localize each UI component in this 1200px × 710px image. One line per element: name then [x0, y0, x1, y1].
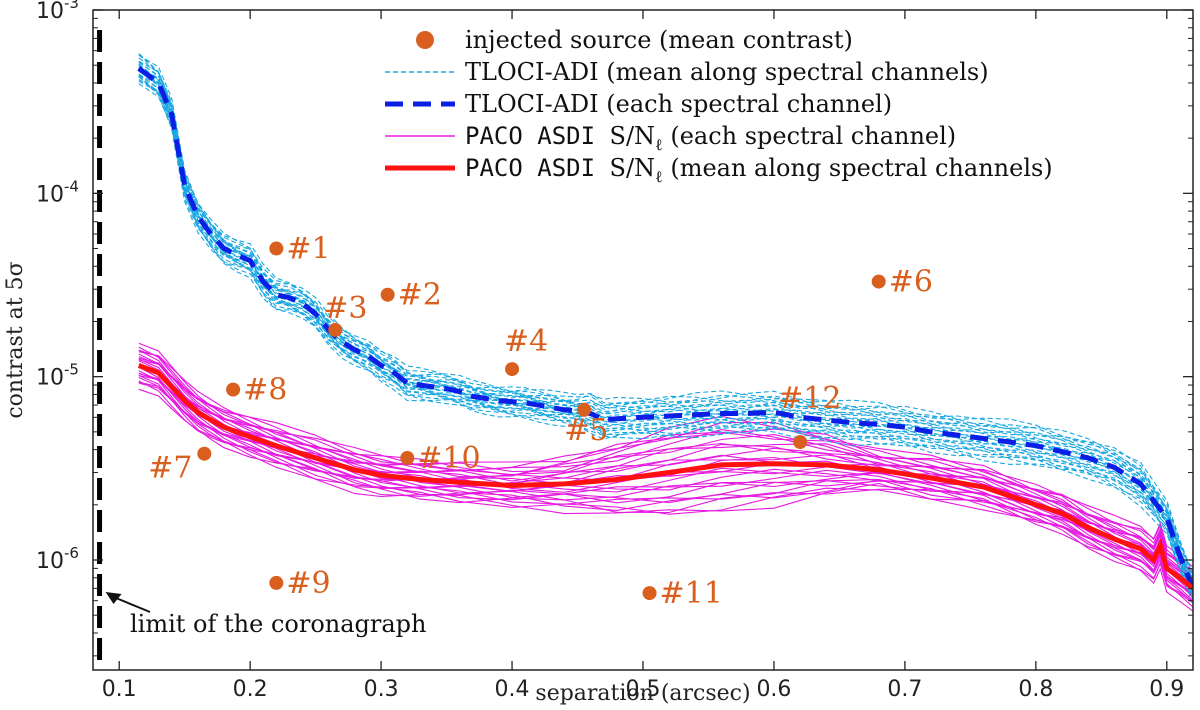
source-label: #8: [243, 373, 287, 408]
tloci-channel-line: [138, 70, 1193, 592]
paco-channel-line: [138, 366, 1193, 588]
axis-ticks: 0.1 0.2 0.3 0.4 0.5 0.6 0.7 0.8 0.9 10-3 10-4 10-5 1…: [36, 0, 1193, 702]
y-tick-label: 10-5: [36, 361, 79, 391]
y-tick-label: 10-3: [36, 0, 79, 24]
coronagraph-annotation: limit of the coronagraph: [105, 592, 427, 638]
x-tick-label: 0.8: [1018, 677, 1053, 702]
legend-label: TLOCI-ADI (mean along spectral channels): [465, 58, 989, 86]
legend-label: PACO ASDI S/Nℓ (mean along spectral chan…: [465, 154, 1053, 186]
paco-channel-line: [138, 356, 1193, 581]
source-marker: [328, 322, 343, 337]
x-tick-label: 0.3: [364, 677, 399, 702]
x-tick-label: 0.1: [102, 677, 137, 702]
legend-source-marker: [416, 31, 434, 49]
paco-channel-line: [138, 346, 1193, 575]
tloci-channel-line: [138, 53, 1193, 575]
annotation-text: limit of the coronagraph: [130, 610, 427, 638]
source-marker: [269, 575, 284, 590]
tloci-channel-line: [138, 73, 1193, 595]
x-tick-label: 0.4: [495, 677, 530, 702]
paco-channel-line: [138, 381, 1193, 602]
source-label: #3: [323, 291, 367, 326]
paco-channel-line: [138, 374, 1193, 595]
legend-label: injected source (mean contrast): [465, 26, 853, 54]
source-marker: [380, 287, 395, 302]
x-tick-label: 0.6: [756, 677, 791, 702]
y-tick-label: 10-6: [36, 544, 79, 574]
source-label: #11: [660, 576, 723, 611]
paco-channel-line: [138, 342, 1193, 568]
legend-background: [380, 20, 1180, 195]
source-label: #10: [417, 441, 480, 476]
x-tick-label: 0.2: [233, 677, 268, 702]
paco-channel-line: [138, 366, 1193, 595]
tloci-channel-line: [138, 79, 1193, 599]
legend-label: PACO ASDI S/Nℓ (each spectral channel): [465, 122, 956, 154]
source-marker: [197, 446, 212, 461]
y-tick-label: 10-4: [36, 177, 79, 207]
y-axis-title: contrast at 5σ: [3, 261, 28, 418]
source-label: #7: [148, 451, 192, 486]
source-marker: [269, 241, 284, 256]
paco-channel-line: [138, 351, 1193, 571]
source-marker: [871, 274, 886, 289]
tloci-channel-line: [138, 61, 1193, 582]
tloci-channel-line: [138, 69, 1193, 591]
paco-channel-line: [138, 349, 1193, 573]
source-label: #2: [398, 278, 442, 313]
source-marker: [642, 586, 657, 601]
paco-channel-line: [138, 374, 1193, 601]
tloci-channel-line: [138, 73, 1193, 594]
source-marker: [505, 362, 520, 377]
source-label: #9: [286, 566, 330, 601]
source-marker: [226, 382, 241, 397]
legend: injected source (mean contrast) TLOCI-ADI…: [380, 20, 1180, 195]
paco-channel-line: [138, 363, 1193, 591]
tloci-channel-line: [138, 67, 1193, 588]
mean-series: [137, 66, 1193, 591]
annotation-arrow-shaft: [113, 596, 151, 613]
source-marker: [793, 435, 808, 450]
tloci-channel-line: [138, 60, 1193, 581]
injected-sources: #1 #2 #3 #4 #5 #6 #7 #8 #9 #10 #11 #12: [148, 232, 933, 612]
paco-channel-line: [138, 359, 1193, 580]
source-marker: [577, 402, 592, 417]
source-label: #1: [286, 232, 330, 267]
paco-channel-line: [138, 357, 1193, 579]
x-tick-label: 0.5: [626, 677, 661, 702]
source-label: #4: [504, 324, 548, 359]
source-marker: [400, 451, 415, 466]
tloci-channel-line: [138, 57, 1193, 578]
tloci-channel-line: [138, 54, 1193, 575]
tloci-channel-line: [138, 74, 1193, 595]
tloci-channel-line: [138, 83, 1193, 604]
x-tick-label: 0.7: [887, 677, 922, 702]
source-label: #5: [564, 413, 608, 448]
tloci-channel-line: [138, 54, 1193, 576]
legend-label: TLOCI-ADI (each spectral channel): [465, 90, 892, 118]
tloci-channel-line: [138, 66, 1193, 587]
paco-channel-line: [138, 380, 1193, 608]
source-label: #12: [778, 381, 841, 416]
tloci-channel-line: [138, 75, 1193, 598]
x-axis-title: separation (arcsec): [535, 681, 750, 706]
source-label: #6: [889, 265, 933, 300]
annotation-arrow-head: [105, 592, 122, 604]
tloci-mean-line: [137, 66, 1193, 590]
x-tick-label: 0.9: [1149, 677, 1184, 702]
tloci-channel-line: [138, 80, 1193, 600]
paco-mean-line: [137, 363, 1193, 591]
